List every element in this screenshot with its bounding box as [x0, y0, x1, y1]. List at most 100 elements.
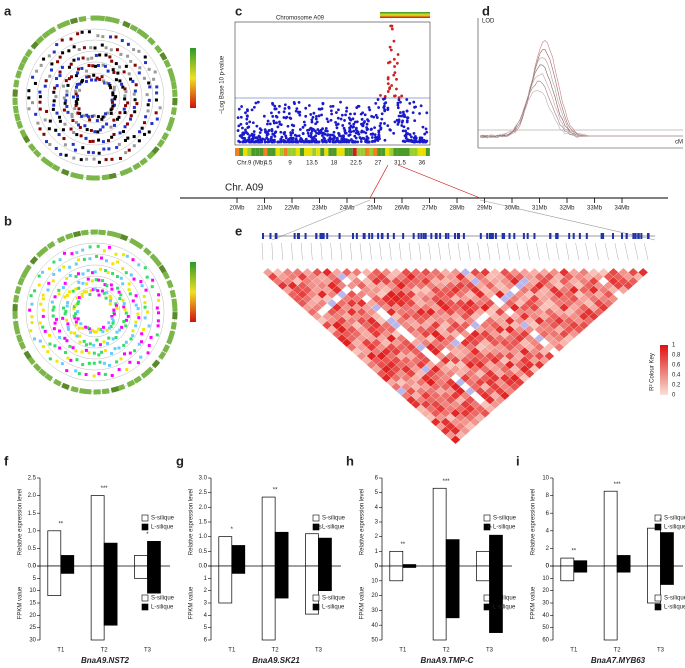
- legend-label: L-silique: [151, 605, 174, 611]
- snp-point: [351, 139, 355, 143]
- bar: [231, 565, 246, 574]
- y-tick-label: 0.5: [28, 546, 37, 552]
- circos-segment: [74, 323, 78, 327]
- snp-point: [418, 136, 422, 140]
- density-cell: [247, 148, 252, 156]
- snp-link: [575, 242, 580, 261]
- gene: [447, 233, 450, 239]
- circos-segment: [92, 343, 96, 347]
- snp-point: [383, 122, 386, 125]
- circos-segment: [97, 372, 101, 376]
- circos-segment: [71, 95, 75, 99]
- gene: [568, 233, 571, 239]
- legend-swatch: [141, 594, 149, 602]
- density-cell: [295, 148, 300, 156]
- gene: [355, 233, 358, 239]
- circos-segment: [101, 140, 105, 144]
- circos-segment: [145, 275, 149, 279]
- circos-segment: [88, 293, 92, 297]
- circos-segment: [74, 89, 78, 93]
- legend-swatch: [312, 514, 320, 522]
- circos-segment: [133, 98, 137, 102]
- circos-segment: [52, 103, 56, 107]
- snp-point: [386, 124, 390, 127]
- circos-segment: [106, 271, 110, 275]
- snp-point: [403, 134, 407, 138]
- snp-point: [245, 117, 249, 121]
- circos-segment: [63, 101, 67, 105]
- snp-point: [364, 131, 368, 135]
- bar: [47, 565, 62, 596]
- circos-segment: [115, 306, 119, 310]
- circos-segment: [69, 331, 73, 335]
- circos-segment: [87, 30, 91, 34]
- circos-segment: [77, 300, 81, 304]
- circos-segment: [38, 127, 42, 131]
- gene: [491, 233, 494, 239]
- snp-point: [397, 114, 401, 118]
- circos-segment: [144, 61, 148, 65]
- gene: [377, 233, 380, 239]
- y-tick-label: 0.0: [199, 564, 208, 570]
- density-cell: [413, 148, 418, 156]
- circos-segment: [127, 282, 131, 286]
- circos-segment: [101, 125, 105, 129]
- circos-segment: [85, 282, 89, 286]
- panel-label: c: [235, 3, 242, 18]
- circos-segment: [100, 117, 104, 121]
- circos-segment: [124, 151, 128, 155]
- chromosome-arc: [79, 388, 87, 395]
- circos-segment: [123, 138, 127, 142]
- circos-segment: [93, 270, 97, 274]
- snp-point: [409, 135, 413, 139]
- circos-segment: [76, 71, 80, 75]
- x-tick-label: 34Mb: [614, 206, 630, 212]
- circos-segment: [58, 335, 62, 339]
- circos-segment: [157, 293, 161, 297]
- circos-segment: [75, 251, 79, 255]
- gene: [621, 233, 624, 239]
- y2-tick-label: 6: [204, 638, 208, 644]
- circos-segment: [110, 135, 114, 139]
- circos-segment: [109, 125, 113, 129]
- snp-point: [292, 124, 296, 128]
- circos-segment: [93, 330, 97, 334]
- snp-point: [340, 113, 344, 117]
- chromosome-arc: [15, 70, 23, 79]
- circos-segment: [74, 74, 78, 78]
- y2-tick-label: 50: [371, 638, 378, 644]
- snp-point: [302, 120, 306, 124]
- bar: [103, 565, 118, 626]
- axis-title: Relative expression level: [531, 489, 537, 555]
- circos-segment: [96, 244, 100, 248]
- circos-segment: [53, 86, 57, 90]
- snp-point: [360, 122, 363, 126]
- chromosome-arc: [151, 359, 161, 369]
- circos-segment: [85, 75, 89, 79]
- circos-segment: [150, 122, 154, 126]
- snp-point: [298, 138, 302, 142]
- y-tick-label: 0.0: [28, 564, 37, 570]
- circos-segment: [110, 316, 114, 320]
- circos-segment: [144, 288, 148, 292]
- circos-segment: [98, 267, 102, 271]
- circos-segment: [124, 104, 128, 108]
- snp-point: [267, 140, 271, 144]
- legend-label: S-silique: [151, 516, 175, 522]
- circos-segment: [76, 97, 80, 101]
- density-cell: [239, 148, 244, 156]
- chromosome-arc: [98, 229, 106, 236]
- circos-segment: [66, 110, 70, 114]
- circos-segment: [157, 298, 161, 302]
- snp-point: [396, 101, 400, 105]
- chromosome-arc: [159, 52, 168, 61]
- circos-segment: [80, 350, 84, 354]
- snp-point: [248, 120, 252, 124]
- snp-point: [387, 61, 390, 65]
- snp-point: [379, 94, 382, 97]
- circos-segment: [65, 293, 69, 297]
- circos-segment: [64, 309, 68, 313]
- snp-point: [278, 122, 282, 126]
- circos-ring: [69, 72, 121, 124]
- circos-segment: [74, 103, 78, 107]
